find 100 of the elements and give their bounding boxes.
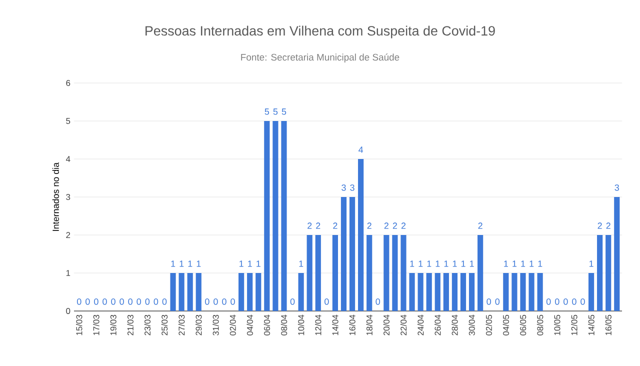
data-label: 1	[452, 260, 457, 267]
data-label: 1	[470, 260, 474, 267]
x-tick-label: 14/05	[588, 314, 594, 336]
data-label: 0	[120, 298, 124, 305]
x-tick-label: 26/04	[434, 314, 441, 336]
data-label: 1	[299, 260, 304, 267]
bar	[315, 235, 321, 311]
data-label: 0	[205, 298, 210, 305]
bar	[170, 273, 176, 311]
data-label: 3	[342, 184, 346, 191]
x-tick-label: 02/05	[486, 314, 492, 336]
x-tick-label: 18/04	[366, 314, 372, 336]
data-label: 0	[111, 298, 116, 305]
y-tick-label: 0	[66, 308, 70, 314]
x-tick-label: 21/03	[127, 314, 134, 336]
bar	[247, 273, 253, 311]
x-tick-label: 06/05	[520, 314, 526, 336]
bar	[443, 273, 449, 311]
bar	[606, 235, 612, 311]
data-label: 1	[444, 260, 448, 267]
data-label: 0	[222, 298, 226, 305]
bar	[306, 235, 312, 311]
data-label: 1	[436, 260, 440, 267]
x-tick-label: 14/04	[332, 314, 338, 336]
x-tick-label: 28/04	[452, 314, 458, 336]
data-label: 1	[512, 260, 517, 267]
bar	[460, 273, 466, 311]
data-label: 0	[154, 298, 158, 305]
data-label: 2	[384, 222, 388, 229]
bar	[588, 273, 594, 311]
data-label: 3	[350, 184, 354, 191]
data-label: 0	[290, 298, 295, 305]
bar	[409, 273, 415, 311]
bar	[537, 273, 543, 311]
data-label: 0	[128, 298, 132, 305]
x-tick-label: 02/04	[230, 314, 236, 336]
data-label: 0	[214, 298, 218, 305]
x-tick-label: 12/04	[315, 314, 322, 336]
bar	[298, 273, 304, 311]
x-tick-label: 27/03	[178, 314, 185, 336]
data-label: 0	[580, 298, 585, 305]
y-tick-label: 6	[66, 80, 70, 86]
bar	[426, 273, 432, 311]
data-label: 1	[240, 260, 244, 267]
data-label: 4	[358, 146, 364, 153]
data-label: 1	[180, 260, 184, 267]
data-label: 0	[376, 298, 380, 305]
x-tick-label: 04/05	[502, 314, 510, 336]
data-label: 3	[614, 184, 619, 191]
x-tick-label: 29/03	[196, 314, 202, 336]
data-label: 0	[136, 298, 142, 305]
data-label: 2	[401, 222, 406, 229]
y-tick-label: 3	[66, 194, 70, 200]
x-tick-label: 30/04	[468, 314, 475, 336]
data-label: 1	[504, 260, 508, 267]
bar	[358, 158, 364, 311]
data-label: 0	[162, 298, 167, 305]
bar	[478, 235, 484, 311]
data-label: 0	[86, 298, 90, 305]
bar	[178, 273, 184, 311]
x-tick-label: 25/03	[161, 314, 168, 336]
bar	[468, 273, 475, 311]
x-tick-label: 17/03	[93, 314, 100, 336]
data-label: 0	[572, 298, 576, 305]
x-tick-label: 04/04	[246, 314, 253, 336]
chart-subtitle: Fonte: Secretaria Municipal de Saúde	[241, 54, 400, 62]
data-label: 0	[554, 298, 560, 305]
bar	[384, 235, 390, 311]
data-label: 1	[171, 260, 176, 267]
chart-title: Pessoas Internadas em Vilhena com Suspeita de Covid-19	[146, 26, 495, 38]
bar	[418, 273, 424, 311]
data-label: 2	[478, 222, 482, 229]
data-label: 1	[418, 260, 423, 267]
bar	[520, 273, 526, 311]
bar	[332, 235, 338, 311]
data-label: 0	[324, 298, 329, 305]
data-label: 1	[410, 260, 414, 267]
data-label: 5	[264, 108, 270, 115]
data-label: 1	[188, 260, 192, 267]
data-label: 5	[282, 108, 286, 115]
data-label: 1	[521, 260, 526, 267]
x-tick-label: 15/03	[76, 314, 82, 336]
y-tick-label: 5	[66, 118, 70, 124]
bar	[503, 273, 509, 311]
bar	[366, 235, 372, 311]
x-tick-label: 24/04	[417, 314, 424, 336]
data-label: 1	[530, 260, 534, 267]
data-label: 1	[196, 260, 201, 267]
x-tick-label: 10/05	[554, 314, 560, 336]
y-tick-label: 4	[66, 156, 70, 162]
bar	[400, 235, 406, 311]
data-label: 1	[427, 260, 432, 267]
bar	[281, 120, 287, 311]
x-tick-label: 19/03	[110, 314, 116, 336]
x-tick-label: 08/04	[280, 314, 288, 336]
data-label: 0	[230, 298, 235, 305]
bar	[264, 120, 270, 311]
x-tick-label: 06/04	[264, 314, 270, 336]
bar	[512, 273, 518, 311]
y-axis-title: Internados no dia	[52, 162, 59, 231]
